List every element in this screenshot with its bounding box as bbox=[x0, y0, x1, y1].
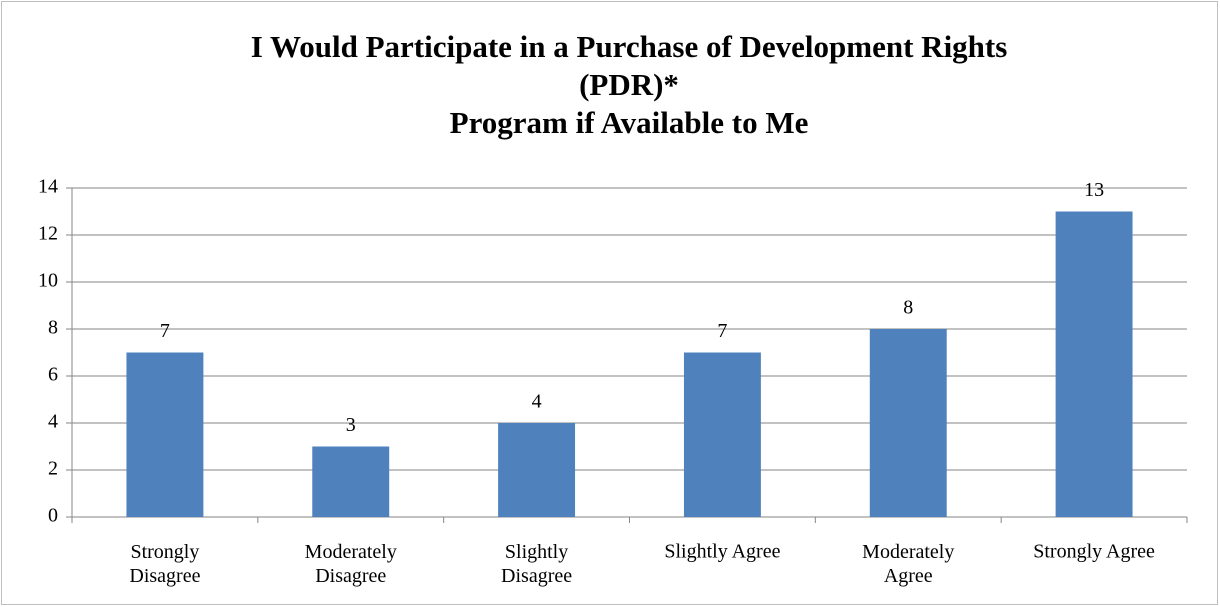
y-tick-label: 0 bbox=[48, 505, 58, 527]
data-label: 13 bbox=[1084, 179, 1104, 201]
y-tick-label: 12 bbox=[38, 223, 58, 245]
chart-title: (PDR)* bbox=[579, 67, 679, 102]
y-tick-label: 14 bbox=[38, 176, 58, 198]
data-label: 7 bbox=[160, 320, 170, 342]
x-tick-label: Slightly Agree bbox=[664, 541, 780, 563]
x-tick-label: Strongly Agree bbox=[1033, 541, 1155, 563]
bar bbox=[869, 329, 947, 517]
bar bbox=[312, 446, 390, 517]
x-tick-label: Moderately Agree bbox=[862, 541, 954, 587]
y-tick-label: 10 bbox=[38, 270, 58, 292]
chart-title: I Would Participate in a Purchase of Dev… bbox=[251, 29, 1008, 64]
x-tick-label: Slightly Disagree bbox=[501, 541, 572, 587]
bar bbox=[498, 423, 576, 517]
x-tick-label: Moderately Disagree bbox=[305, 541, 397, 587]
y-tick-label: 8 bbox=[48, 317, 58, 339]
bar bbox=[683, 352, 761, 517]
y-tick-label: 6 bbox=[48, 364, 58, 386]
data-label: 7 bbox=[717, 320, 727, 342]
y-tick-label: 4 bbox=[48, 411, 58, 433]
bar bbox=[126, 352, 204, 517]
data-label: 3 bbox=[346, 414, 356, 436]
data-label: 4 bbox=[532, 391, 542, 413]
x-tick-label: Strongly Disagree bbox=[129, 541, 200, 587]
y-tick-label: 2 bbox=[48, 458, 58, 480]
bar bbox=[1055, 211, 1133, 517]
data-label: 8 bbox=[903, 297, 913, 319]
chart-title: Program if Available to Me bbox=[450, 105, 809, 140]
